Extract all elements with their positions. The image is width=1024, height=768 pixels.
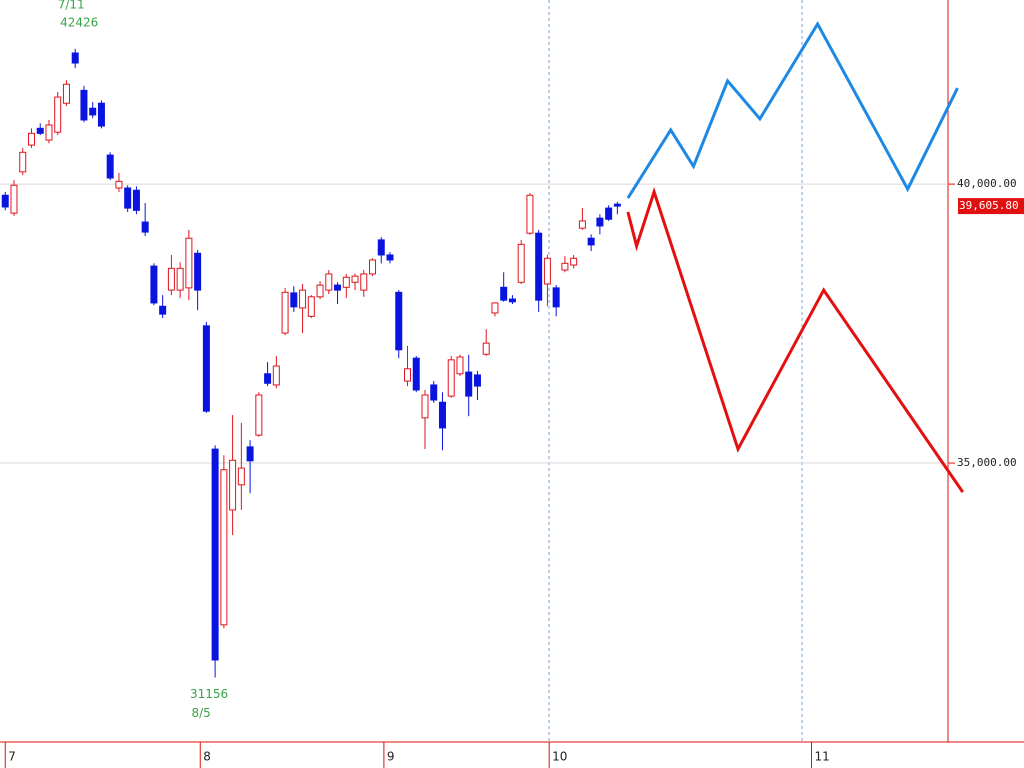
candle-body [447, 359, 455, 397]
candle-body [97, 102, 105, 127]
candle-body [176, 267, 184, 291]
candle-body [438, 401, 446, 429]
candle-body [71, 52, 79, 64]
candle-body [561, 262, 569, 271]
candle-body [185, 237, 193, 289]
candle-body [299, 289, 307, 309]
candle-body [229, 459, 237, 511]
candle-body [342, 276, 350, 288]
candle-body [325, 273, 333, 291]
candle-body [465, 371, 473, 397]
candle-body [473, 374, 481, 387]
candle-body [80, 89, 88, 121]
low-date-label: 8/5 [191, 706, 210, 720]
candle-body [255, 394, 263, 436]
candle-body [613, 203, 621, 207]
candle-body [45, 124, 53, 141]
candle-body [1, 194, 9, 208]
candle-body [412, 357, 420, 391]
candle-body [482, 342, 490, 355]
candle-body [517, 243, 525, 283]
candle-body [19, 151, 27, 173]
candle-body [430, 384, 438, 401]
candle-body [316, 284, 324, 298]
last-price-label: 39,605.80 [959, 199, 1019, 212]
candle-body [404, 368, 412, 382]
candle-body [570, 257, 578, 266]
low-value-label: 31156 [190, 687, 228, 701]
candle-body [62, 83, 70, 104]
high-date-label: 7/11 [58, 0, 85, 11]
y-tick-label: 35,000.00 [957, 456, 1017, 469]
candle-body [10, 184, 18, 214]
forecast-line [626, 187, 965, 493]
last-price-box [958, 198, 1024, 215]
candle-body [526, 194, 534, 234]
x-tick-label: 11 [815, 750, 830, 764]
candle-body [508, 298, 516, 303]
candle-body [36, 127, 44, 134]
candle-body [386, 254, 394, 261]
candle-body [54, 96, 62, 133]
candle-body [132, 189, 140, 211]
candle-body [220, 469, 228, 626]
candle-body [605, 207, 613, 220]
candle-body [141, 221, 149, 233]
candle-body [27, 132, 35, 146]
candle-body [211, 448, 219, 661]
y-tick-label: 40,000.00 [957, 177, 1017, 190]
candle-body [124, 187, 132, 209]
x-tick-label: 9 [387, 750, 395, 764]
candle-body [272, 365, 280, 386]
candle-body [377, 239, 385, 256]
candle-body [246, 446, 254, 462]
candle-body [421, 394, 429, 419]
candle-body [351, 275, 359, 283]
candle-body [150, 265, 158, 304]
x-tick-label: 10 [552, 750, 567, 764]
candle-body [202, 325, 210, 412]
candle-body [290, 292, 298, 308]
candle-body [106, 154, 114, 179]
candle-body [167, 267, 175, 291]
candle-body [596, 217, 604, 227]
candle-body [552, 287, 560, 308]
candle-body [334, 284, 342, 291]
candle-body [491, 302, 499, 314]
candle-body [587, 237, 595, 246]
candle-body [159, 305, 167, 315]
forecast-line [626, 20, 959, 199]
candle-body [360, 273, 368, 291]
candle-body [543, 257, 551, 285]
candle-body [369, 259, 377, 275]
candle-body [307, 296, 315, 317]
candle-body [115, 180, 123, 189]
candle-body [264, 373, 272, 384]
candle-body [535, 232, 543, 301]
x-tick-label: 7 [8, 750, 16, 764]
candle-body [281, 291, 289, 334]
candle-body [395, 291, 403, 351]
candle-body [578, 220, 586, 229]
x-tick-label: 8 [203, 750, 211, 764]
candle-body [194, 252, 202, 291]
candle-body [456, 356, 464, 375]
candle-body [237, 467, 245, 486]
candle-body [89, 107, 97, 116]
high-value-label: 42426 [60, 15, 98, 29]
candle-body [500, 286, 508, 301]
